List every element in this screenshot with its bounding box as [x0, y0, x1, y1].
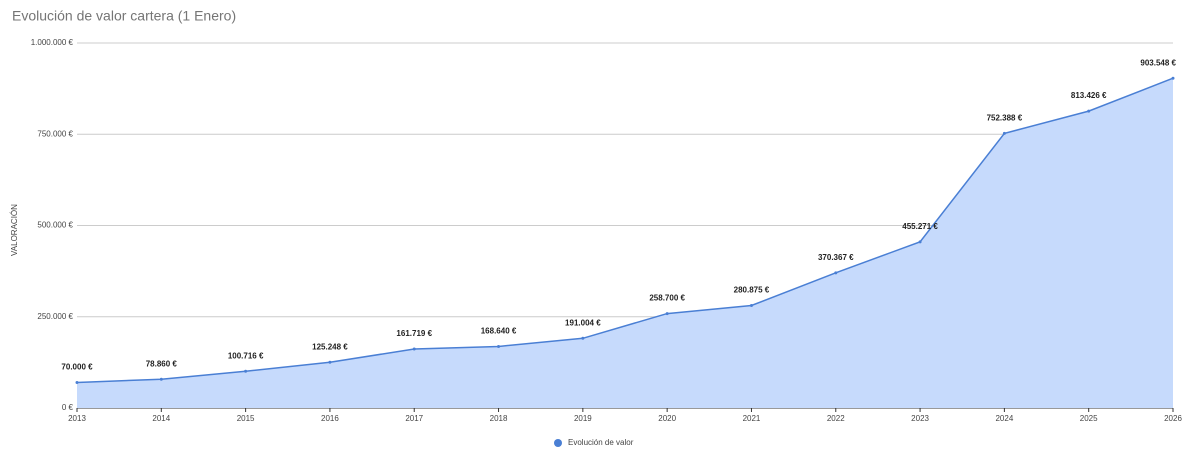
point	[497, 344, 501, 348]
value-label: 280.875 €	[734, 286, 770, 295]
point	[244, 369, 248, 373]
value-label: 125.248 €	[312, 342, 348, 351]
x-tick-label: 2025	[1080, 414, 1098, 423]
y-tick-label: 750.000 €	[37, 129, 73, 138]
y-tick-label: 1.000.000 €	[31, 38, 74, 47]
point	[1171, 76, 1175, 80]
x-tick-label: 2019	[574, 414, 592, 423]
x-tick-label: 2013	[68, 414, 86, 423]
y-axis-label: VALORACIÓN	[10, 204, 19, 256]
legend-label: Evolución de valor	[568, 438, 634, 447]
value-label: 258.700 €	[649, 294, 685, 303]
point	[834, 271, 838, 275]
value-label: 455.271 €	[902, 222, 938, 231]
x-tick-label: 2017	[405, 414, 423, 423]
value-label: 903.548 €	[1140, 58, 1176, 67]
x-tick-label: 2021	[743, 414, 761, 423]
point	[1002, 131, 1006, 135]
point	[75, 380, 79, 384]
line	[76, 77, 1174, 384]
x-tick-label: 2018	[490, 414, 508, 423]
point	[665, 312, 669, 316]
x-tick-label: 2014	[152, 414, 170, 423]
x-tick-label: 2022	[827, 414, 845, 423]
value-label: 370.367 €	[818, 253, 854, 262]
x-tick-label: 2024	[995, 414, 1013, 423]
y-tick-label: 500.000 €	[37, 221, 73, 230]
point	[918, 240, 922, 244]
point	[581, 336, 585, 340]
x-tick-label: 2023	[911, 414, 929, 423]
value-label: 191.004 €	[565, 318, 601, 327]
x-tick-label: 2016	[321, 414, 339, 423]
area	[77, 78, 1173, 408]
x-tick-label: 2015	[237, 414, 255, 423]
legend-swatch	[554, 439, 562, 447]
value-label: 168.640 €	[481, 327, 517, 336]
y-tick-label: 250.000 €	[37, 312, 73, 321]
value-label: 813.426 €	[1071, 91, 1107, 100]
value-label: 161.719 €	[396, 329, 432, 338]
point	[159, 377, 163, 381]
point	[749, 303, 753, 307]
x-tick-label: 2026	[1164, 414, 1182, 423]
point	[412, 347, 416, 351]
x-tick-label: 2020	[658, 414, 676, 423]
value-label: 100.716 €	[228, 351, 264, 360]
value-label: 78.860 €	[146, 359, 178, 368]
value-label: 752.388 €	[987, 113, 1023, 122]
value-label: 70.000 €	[61, 363, 93, 372]
chart-title: Evolución de valor cartera (1 Enero)	[12, 8, 236, 24]
point	[328, 360, 332, 364]
point	[1087, 109, 1091, 113]
y-tick-label: 0 €	[62, 403, 74, 412]
